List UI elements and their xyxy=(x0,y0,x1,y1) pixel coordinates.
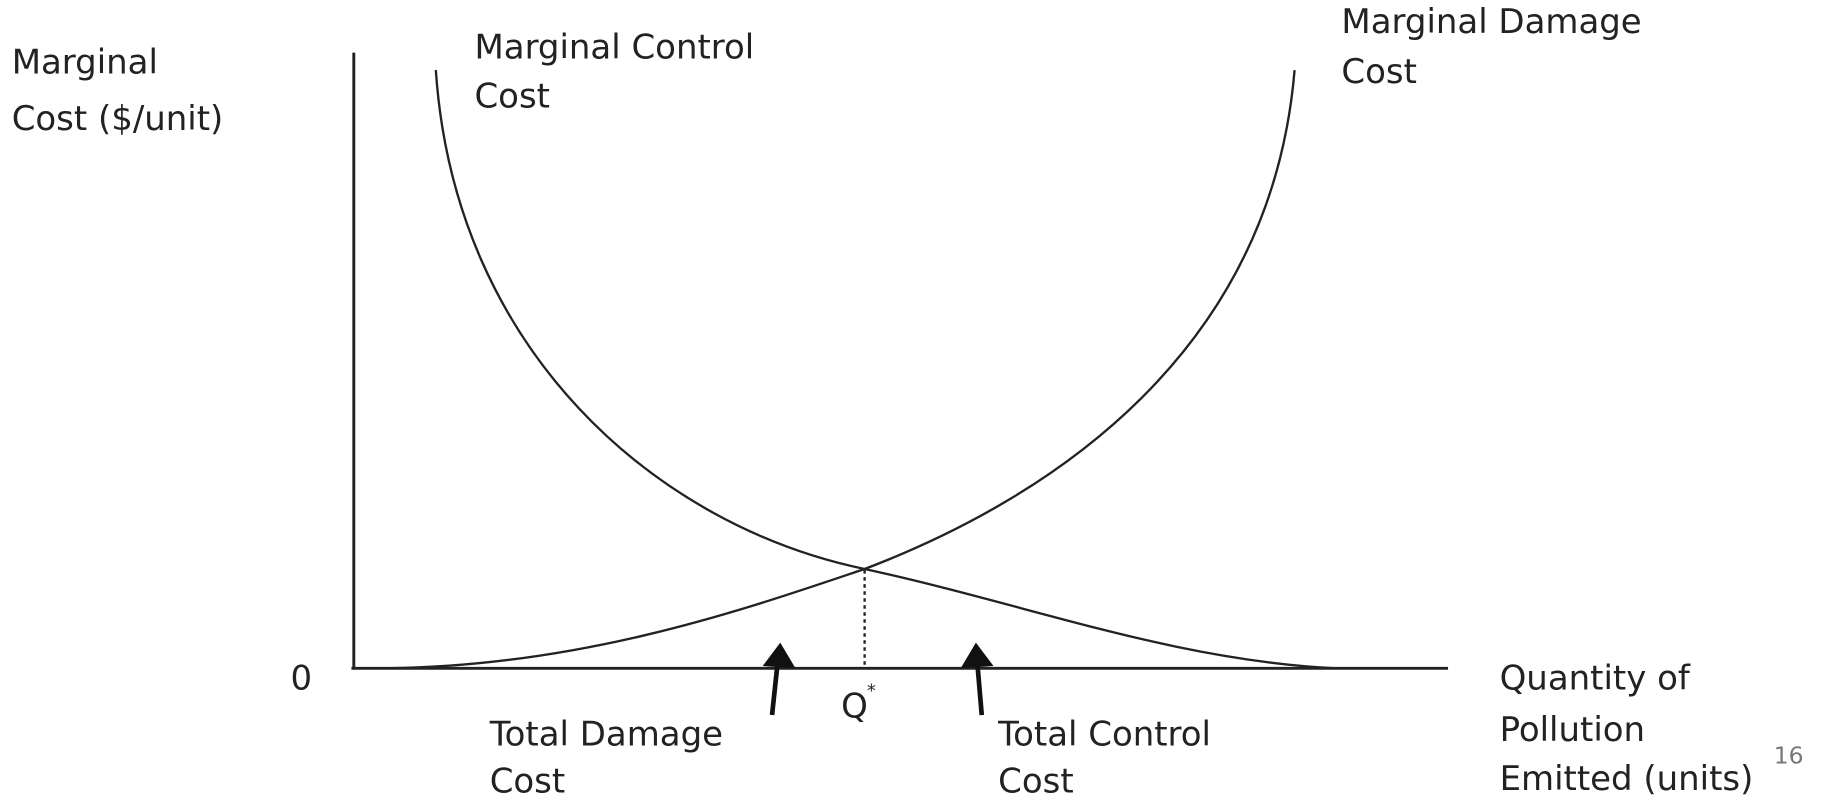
annotation: Cost xyxy=(998,761,1073,798)
marginal-damage-cost-curve xyxy=(386,70,1296,670)
optimum-superscript: * xyxy=(867,682,876,702)
x-axis-label: Emitted (units) xyxy=(1500,759,1754,798)
curve-label: Cost xyxy=(1341,52,1416,91)
y-axis-label: Cost ($/unit) xyxy=(12,99,224,138)
curve-label: Marginal Damage xyxy=(1341,2,1641,41)
total-control-arrow xyxy=(960,642,994,716)
annotation: Cost xyxy=(490,761,565,798)
page-number: 16 xyxy=(1774,742,1804,770)
x-axis-label: Quantity of xyxy=(1500,659,1691,698)
total-damage-arrow xyxy=(762,642,796,716)
annotation: Total Damage xyxy=(489,715,723,754)
origin-label: 0 xyxy=(291,659,313,698)
optimum-label: Q xyxy=(841,687,868,726)
curve-label: Marginal Control xyxy=(474,28,754,67)
annotation: Total Control xyxy=(997,715,1211,754)
marginal-control-cost-curve xyxy=(434,70,1336,670)
y-axis-label: Marginal xyxy=(12,43,158,82)
curve-label: Cost xyxy=(474,77,549,116)
x-axis-label: Pollution xyxy=(1500,710,1645,749)
